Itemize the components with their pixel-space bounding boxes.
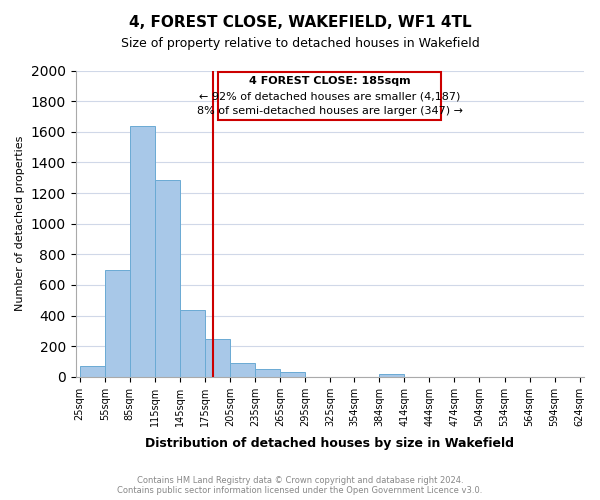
X-axis label: Distribution of detached houses by size in Wakefield: Distribution of detached houses by size … bbox=[145, 437, 514, 450]
Y-axis label: Number of detached properties: Number of detached properties bbox=[15, 136, 25, 312]
Text: 4, FOREST CLOSE, WAKEFIELD, WF1 4TL: 4, FOREST CLOSE, WAKEFIELD, WF1 4TL bbox=[128, 15, 472, 30]
Bar bbox=[180, 310, 205, 377]
Text: 4 FOREST CLOSE: 185sqm: 4 FOREST CLOSE: 185sqm bbox=[249, 76, 410, 86]
Bar bbox=[155, 180, 180, 377]
Bar bbox=[255, 369, 280, 377]
Bar bbox=[379, 374, 404, 377]
Bar bbox=[205, 338, 230, 377]
Bar bbox=[105, 270, 130, 377]
Bar bbox=[230, 363, 255, 377]
Text: Size of property relative to detached houses in Wakefield: Size of property relative to detached ho… bbox=[121, 38, 479, 51]
Text: ← 92% of detached houses are smaller (4,187): ← 92% of detached houses are smaller (4,… bbox=[199, 92, 460, 102]
Bar bbox=[80, 366, 105, 377]
Bar bbox=[280, 372, 305, 377]
Text: 8% of semi-detached houses are larger (347) →: 8% of semi-detached houses are larger (3… bbox=[197, 106, 463, 117]
FancyBboxPatch shape bbox=[218, 72, 442, 120]
Bar bbox=[130, 126, 155, 377]
Text: Contains HM Land Registry data © Crown copyright and database right 2024.
Contai: Contains HM Land Registry data © Crown c… bbox=[118, 476, 482, 495]
